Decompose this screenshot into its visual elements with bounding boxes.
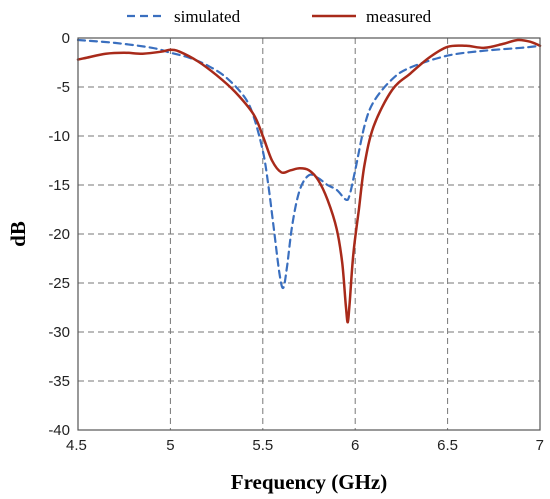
- y-tick-label: -35: [48, 373, 70, 390]
- x-tick-label: 5: [166, 437, 174, 454]
- y-tick-label: -30: [48, 324, 70, 341]
- series-layer: [76, 38, 542, 324]
- y-tick-label: -20: [48, 226, 70, 243]
- x-tick-label: 5.5: [252, 437, 273, 454]
- y-tick-label: -25: [48, 275, 70, 292]
- tick-labels: 4.5 5 5.5 6 6.5 7 0 -5 -10 -15 -20 -25 -30 -35 -40: [48, 30, 544, 454]
- x-tick-label: 4.5: [66, 437, 87, 454]
- y-tick-label: -40: [48, 422, 70, 439]
- series-line-simulated: [76, 38, 542, 290]
- y-tick-label: -5: [57, 79, 70, 96]
- y-tick-label: -15: [48, 177, 70, 194]
- legend-label-simulated: simulated: [174, 7, 241, 26]
- plot-frame: [77, 37, 541, 431]
- legend: simulated measured: [127, 7, 432, 26]
- y-tick-label: -10: [48, 128, 70, 145]
- legend-label-measured: measured: [366, 7, 432, 26]
- y-axis-title: dB: [6, 221, 30, 247]
- x-axis-title: Frequency (GHz): [231, 470, 388, 494]
- x-tick-label: 6.5: [437, 437, 458, 454]
- series-line-measured: [76, 38, 542, 324]
- x-tick-label: 6: [351, 437, 359, 454]
- grid: [78, 38, 540, 430]
- y-tick-label: 0: [62, 30, 70, 47]
- x-tick-label: 7: [536, 437, 544, 454]
